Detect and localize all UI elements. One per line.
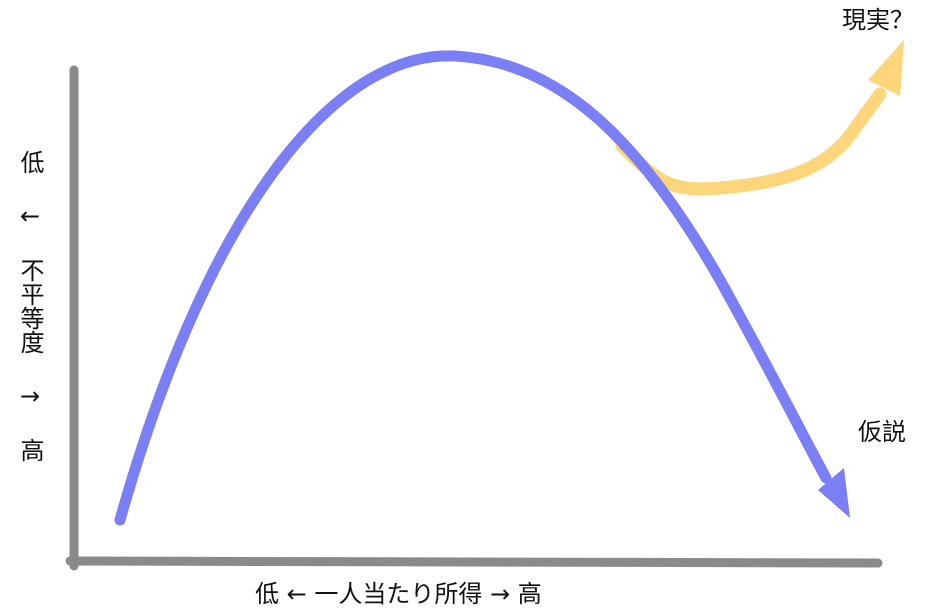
hypothesis-arrowhead xyxy=(818,468,850,518)
x-axis-label: 低 ← 一人当たり所得 → 高 xyxy=(255,580,542,608)
hypothesis-label: 仮説 xyxy=(858,418,906,446)
reality-curve xyxy=(615,87,887,196)
hypothesis-curve xyxy=(114,50,832,526)
reality-arrowhead xyxy=(868,40,904,96)
reality-label: 現実？ xyxy=(842,6,914,34)
x-axis-line xyxy=(65,556,883,568)
y-axis-label-text: 低 ← 不平等度 → 高 xyxy=(16,150,44,462)
y-axis-label: 低 ← 不平等度 → 高 xyxy=(16,150,44,480)
